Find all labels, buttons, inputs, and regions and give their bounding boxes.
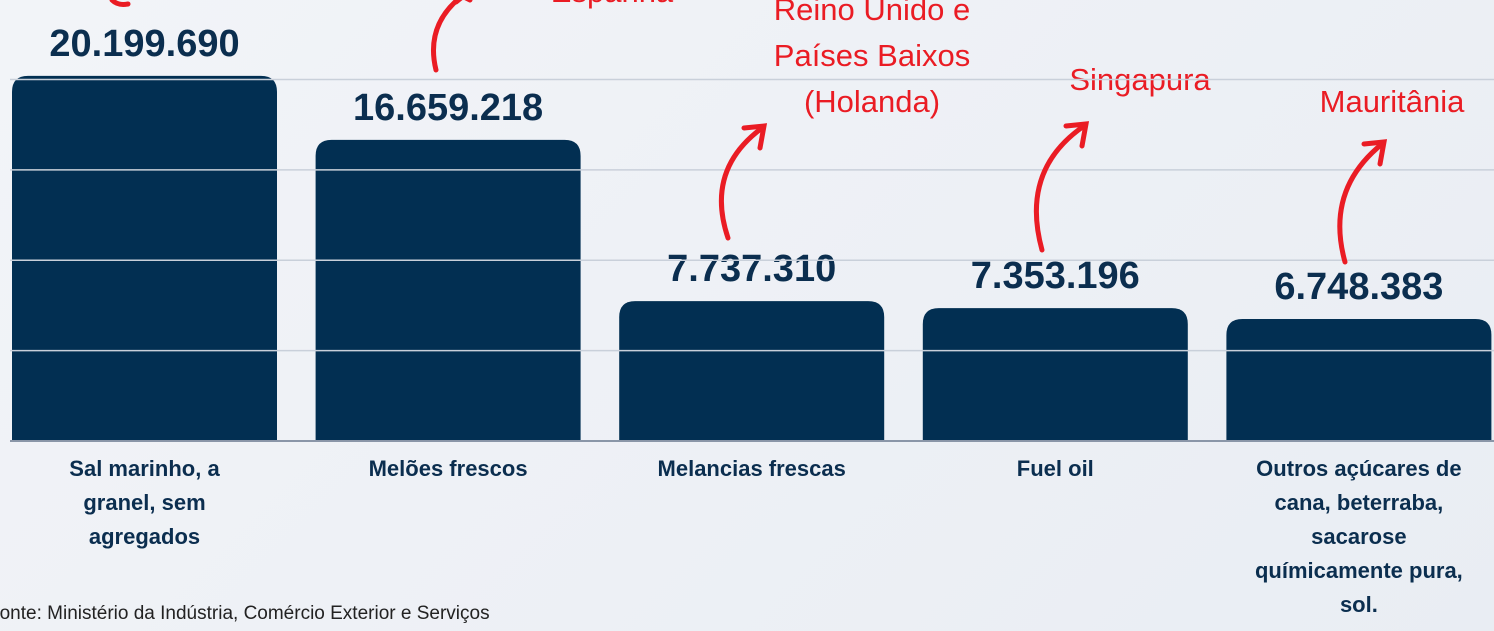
bar xyxy=(315,139,581,441)
value-label: 16.659.218 xyxy=(353,87,543,129)
x-tick-label: Melões frescos xyxy=(368,456,528,481)
arrow xyxy=(431,0,462,73)
arrows xyxy=(109,0,1388,265)
bar xyxy=(1226,319,1492,441)
arrow xyxy=(1033,123,1087,253)
arrow-head xyxy=(453,0,473,5)
arrow xyxy=(1337,141,1385,265)
annotation: Países Baixos xyxy=(774,38,970,73)
x-tick-label: Melancias frescas xyxy=(657,456,846,481)
bar xyxy=(922,308,1188,441)
arrow-head xyxy=(1063,121,1090,149)
annotation: Espanha xyxy=(551,0,674,9)
value-label: 6.748.383 xyxy=(1274,266,1443,308)
x-tick-label: Outros açúcares de cana, beterraba, saca… xyxy=(1254,456,1463,617)
value-label: 20.199.690 xyxy=(49,23,239,65)
source: Fonte: Ministério da Indústria, Comércio… xyxy=(0,603,490,624)
arrow xyxy=(109,0,131,7)
bar xyxy=(12,75,277,441)
value-label: 7.737.310 xyxy=(667,248,836,290)
x-tick-label: Fuel oil xyxy=(1016,456,1094,481)
x-tick-label: Sal marinho, a granel, sem agregados xyxy=(69,456,220,549)
arrow xyxy=(719,125,765,241)
arrow-head xyxy=(1361,139,1388,167)
annotation: Mauritânia xyxy=(1320,84,1465,119)
arrow-head xyxy=(741,123,768,151)
annotation: Reino Unido e xyxy=(774,0,970,27)
annotation: (Holanda) xyxy=(804,84,940,119)
bar xyxy=(619,301,885,441)
value-label: 7.353.196 xyxy=(971,255,1140,297)
